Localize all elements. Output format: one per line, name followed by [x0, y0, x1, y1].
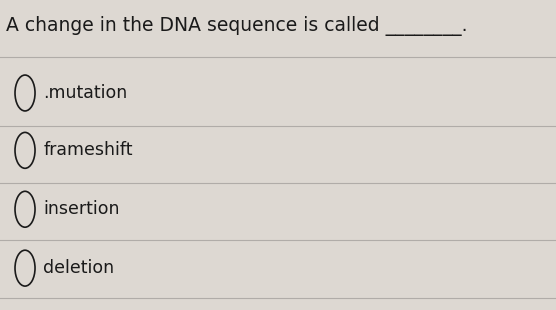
Text: frameshift: frameshift — [43, 141, 133, 159]
Text: A change in the DNA sequence is called ________.: A change in the DNA sequence is called _… — [6, 16, 467, 36]
Text: deletion: deletion — [43, 259, 115, 277]
Text: .mutation: .mutation — [43, 84, 128, 102]
Text: insertion: insertion — [43, 200, 120, 218]
